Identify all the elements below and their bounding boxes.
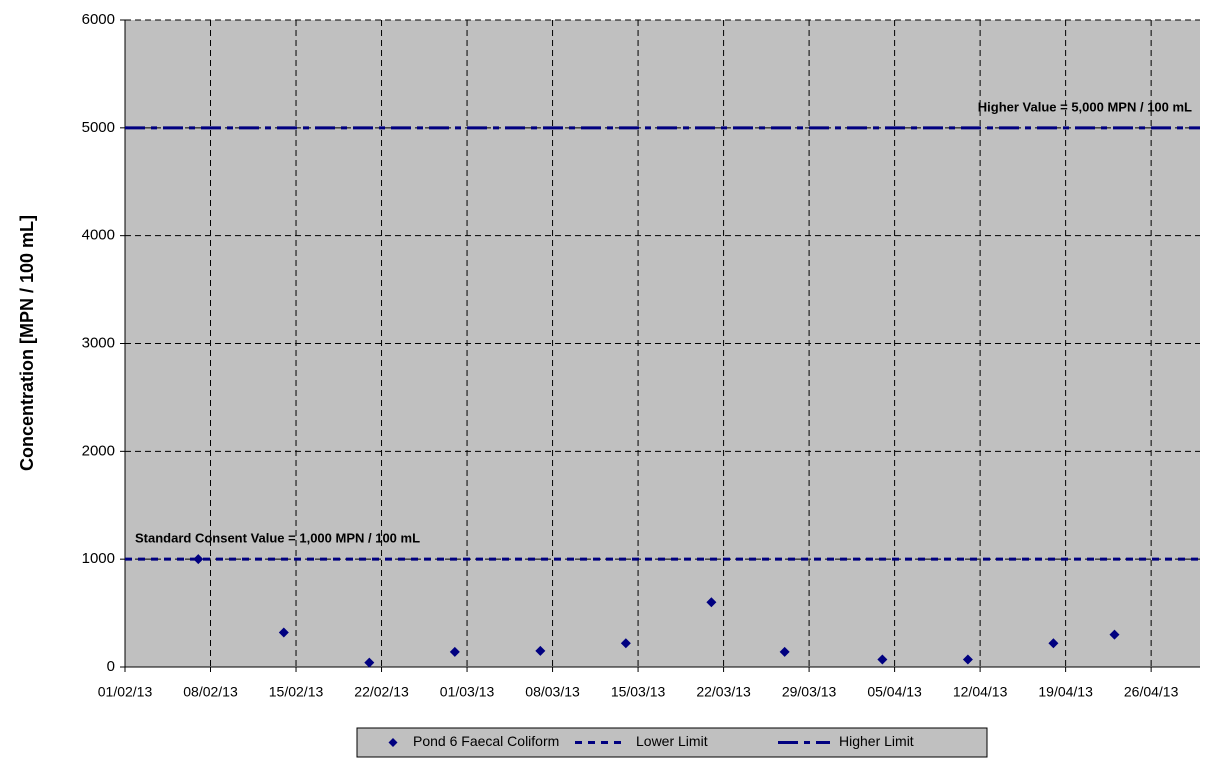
annotation: Higher Value = 5,000 MPN / 100 mL <box>978 99 1192 114</box>
data-point <box>449 646 460 657</box>
x-tick-label: 22/03/13 <box>696 684 751 700</box>
data-point <box>1048 638 1059 649</box>
x-tick-label: 08/02/13 <box>183 684 238 700</box>
legend-label: Pond 6 Faecal Coliform <box>413 733 559 749</box>
y-tick-label: 3000 <box>82 334 115 351</box>
data-point <box>706 597 717 608</box>
data-point <box>1109 629 1120 640</box>
legend-label: Lower Limit <box>636 733 708 749</box>
x-tick-label: 22/02/13 <box>354 684 409 700</box>
data-point <box>535 645 546 656</box>
legend-label: Higher Limit <box>839 733 914 749</box>
x-tick-label: 19/04/13 <box>1038 684 1093 700</box>
y-tick-label: 6000 <box>82 11 115 28</box>
legend: Pond 6 Faecal Coliform Lower Limit Higher … <box>356 727 988 758</box>
x-tick-label: 01/03/13 <box>440 684 495 700</box>
y-tick-label: 0 <box>107 658 115 675</box>
x-tick-label: 29/03/13 <box>782 684 837 700</box>
y-tick-label: 4000 <box>82 227 115 244</box>
x-tick-label: 05/04/13 <box>867 684 922 700</box>
y-tick-label: 2000 <box>82 442 115 459</box>
legend-symbol <box>388 738 398 747</box>
x-tick-label: 15/03/13 <box>611 684 666 700</box>
legend-box <box>356 727 988 758</box>
data-point <box>193 554 204 565</box>
data-point <box>877 654 888 665</box>
data-point <box>620 638 631 649</box>
x-tick-label: 15/02/13 <box>269 684 324 700</box>
data-point <box>278 627 289 638</box>
y-tick-label: 1000 <box>82 550 115 567</box>
x-tick-label: 01/02/13 <box>98 684 153 700</box>
annotation: Standard Consent Value = 1,000 MPN / 100… <box>135 531 420 546</box>
x-tick-label: 12/04/13 <box>953 684 1008 700</box>
data-point <box>364 657 375 668</box>
data-point <box>779 646 790 657</box>
x-tick-label: 08/03/13 <box>525 684 580 700</box>
x-tick-label: 26/04/13 <box>1124 684 1179 700</box>
data-point <box>962 654 973 665</box>
y-tick-label: 5000 <box>82 119 115 136</box>
y-axis-label: Concentration [MPN / 100 mL] <box>17 215 37 471</box>
